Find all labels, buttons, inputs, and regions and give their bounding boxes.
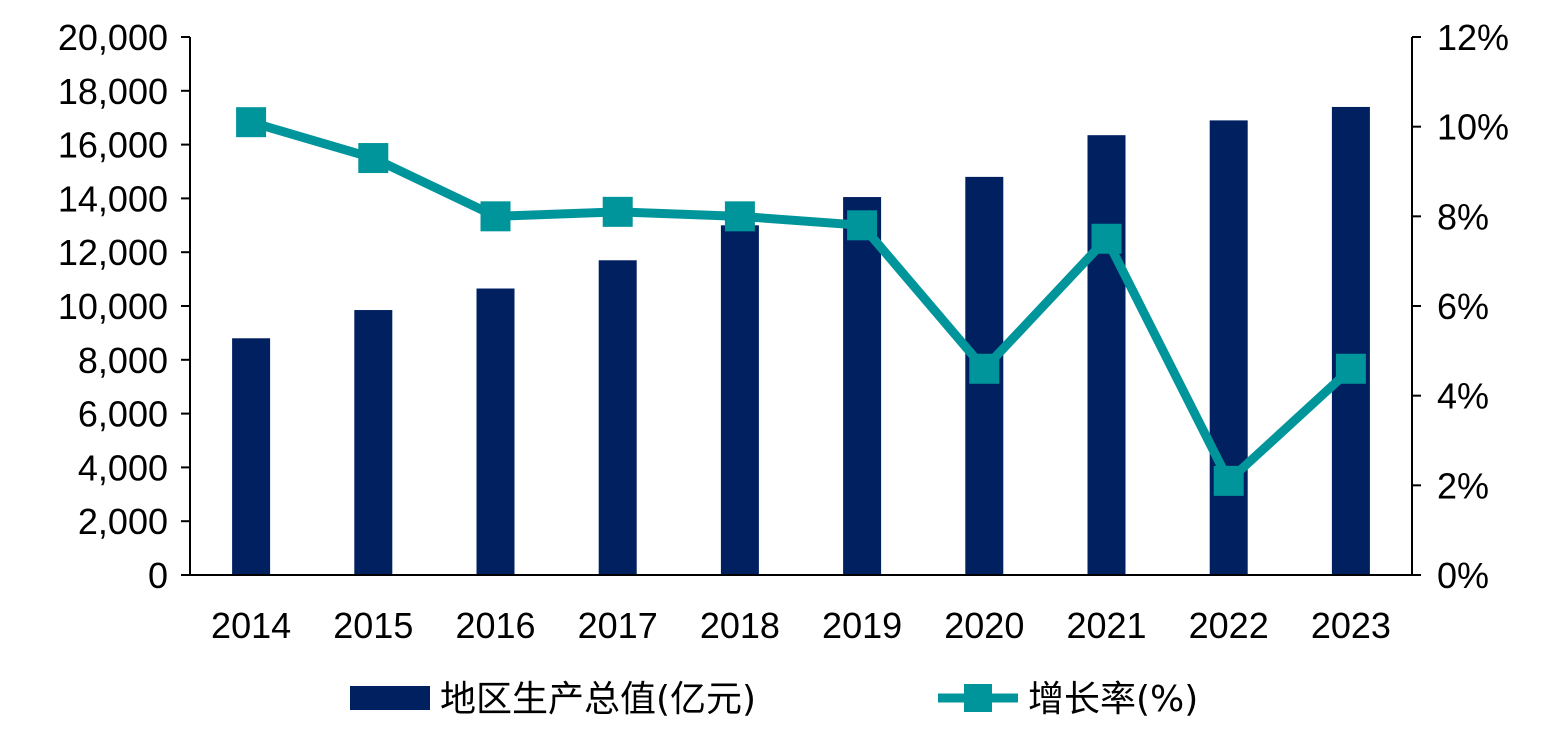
y-left-tick-label: 14,000 xyxy=(58,178,168,219)
growth-rate-line xyxy=(249,117,1354,489)
bar-gdp-2022 xyxy=(1209,120,1248,575)
y-right-tick-label: 0% xyxy=(1437,555,1489,596)
y-left-tick-label: 18,000 xyxy=(58,71,168,112)
x-tick-label-2021: 2021 xyxy=(1066,605,1146,646)
bar-gdp-2017 xyxy=(598,260,637,575)
y-left-tick-label: 10,000 xyxy=(58,286,168,327)
y-right-tick-label: 10% xyxy=(1437,107,1509,148)
labels-layer: 0 2,000 4,000 6,000 8,000 10,000 12,000 14,000 1… xyxy=(58,17,1509,646)
y-left-tick-label: 16,000 xyxy=(58,125,168,166)
growth-point-2018 xyxy=(724,201,755,232)
y-left-tick-label: 12,000 xyxy=(58,232,168,273)
bar-gdp-2015 xyxy=(354,310,393,575)
growth-point-2017 xyxy=(602,196,633,227)
bar-gdp-2019 xyxy=(843,197,882,575)
y-left-tick-label: 2,000 xyxy=(78,501,168,542)
growth-point-2020 xyxy=(969,353,1000,384)
axes-layer xyxy=(181,36,1421,576)
growth-point-2022 xyxy=(1213,465,1244,496)
growth-point-2014 xyxy=(236,107,267,138)
x-tick-label-2019: 2019 xyxy=(822,605,902,646)
legend-label-gdp: 地区生产总值(亿元) xyxy=(440,679,756,720)
x-tick-label-2018: 2018 xyxy=(700,605,780,646)
legend-swatch-growth-marker xyxy=(964,684,992,712)
x-tick-label-2020: 2020 xyxy=(944,605,1024,646)
y-right-tick-label: 8% xyxy=(1437,196,1489,237)
x-tick-label-2023: 2023 xyxy=(1311,605,1391,646)
bar-gdp-2018 xyxy=(720,225,759,576)
x-tick-label-2022: 2022 xyxy=(1189,605,1269,646)
x-tick-label-2014: 2014 xyxy=(211,605,291,646)
line-layer xyxy=(236,107,1366,496)
y-left-tick-label: 8,000 xyxy=(78,340,168,381)
growth-point-2023 xyxy=(1335,353,1366,384)
bar-gdp-2023 xyxy=(1331,106,1370,575)
bar-gdp-2021 xyxy=(1087,135,1126,575)
x-tick-label-2017: 2017 xyxy=(578,605,658,646)
legend-swatch-gdp xyxy=(350,686,430,710)
bar-gdp-2014 xyxy=(232,338,271,575)
legend-label-growth: 增长率(%) xyxy=(1028,679,1198,720)
growth-point-2019 xyxy=(847,210,878,241)
bar-gdp-2016 xyxy=(476,288,515,575)
y-right-tick-label: 6% xyxy=(1437,286,1489,327)
growth-point-2021 xyxy=(1091,223,1122,254)
growth-point-2016 xyxy=(480,201,511,232)
y-right-tick-label: 2% xyxy=(1437,465,1489,506)
y-right-tick-label: 12% xyxy=(1437,17,1509,58)
y-left-tick-label: 0 xyxy=(148,555,168,596)
y-left-tick-label: 20,000 xyxy=(58,17,168,58)
x-tick-label-2016: 2016 xyxy=(455,605,535,646)
y-left-tick-label: 6,000 xyxy=(78,394,168,435)
y-left-tick-label: 4,000 xyxy=(78,447,168,488)
growth-point-2015 xyxy=(358,143,389,174)
legend: 地区生产总值(亿元) 增长率(%) xyxy=(350,679,1198,720)
x-tick-label-2015: 2015 xyxy=(333,605,413,646)
y-right-tick-label: 4% xyxy=(1437,376,1489,417)
bars-layer xyxy=(232,106,1370,576)
